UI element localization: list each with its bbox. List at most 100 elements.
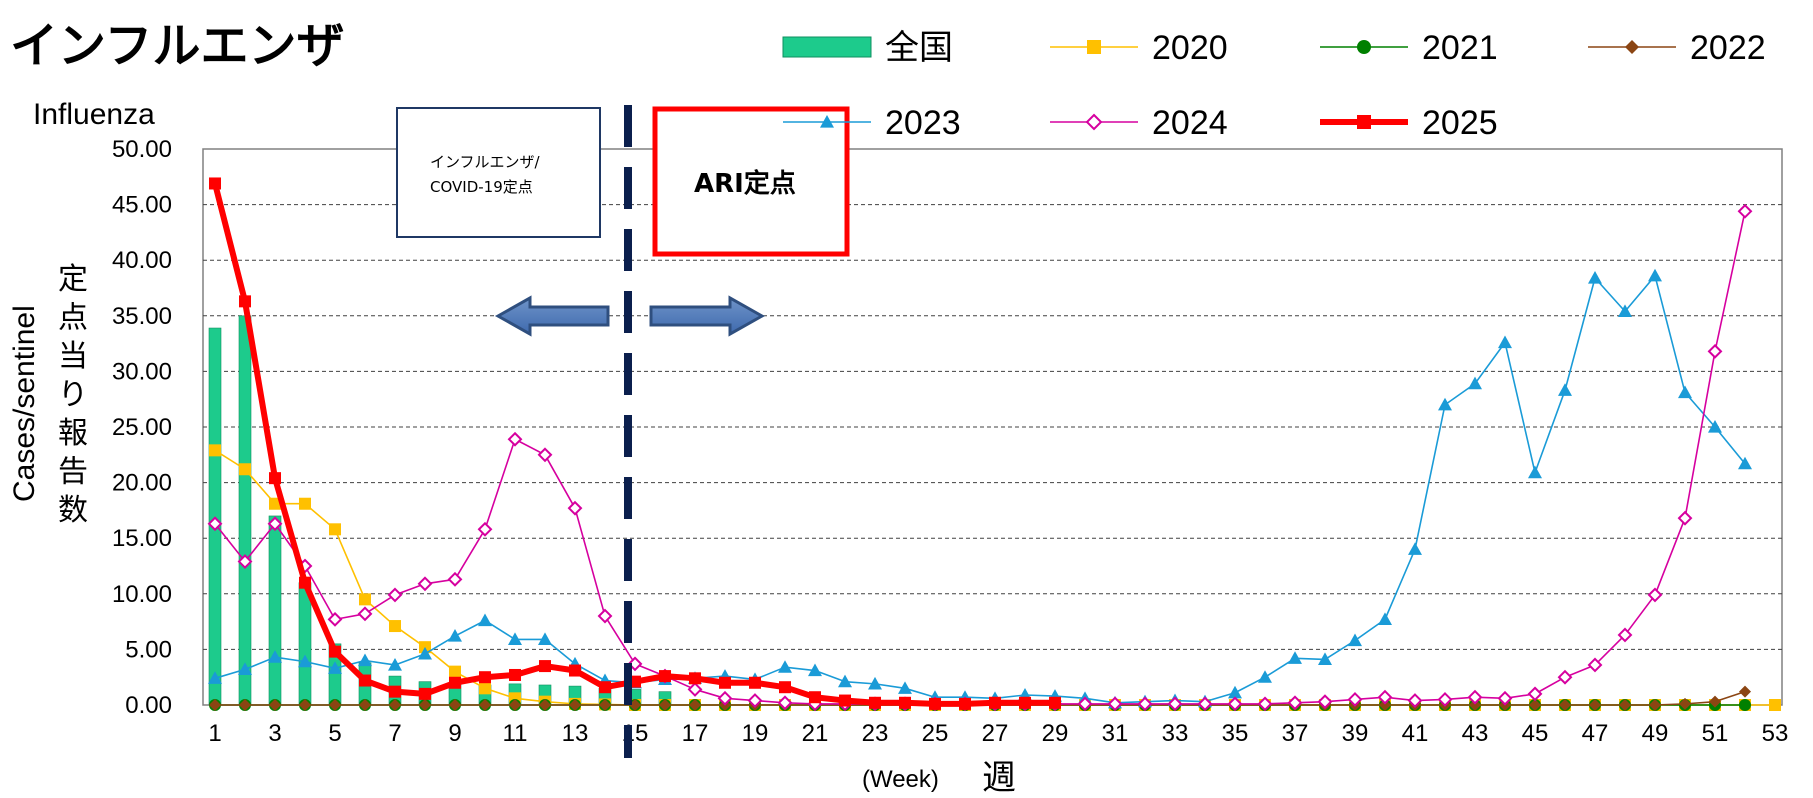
x-tick-label: 31 bbox=[1102, 720, 1129, 747]
x-tick-label: 7 bbox=[388, 720, 401, 747]
y-tick-label: 30.00 bbox=[112, 358, 172, 385]
point-2023 bbox=[1408, 542, 1422, 555]
point-2024 bbox=[447, 571, 463, 587]
point-2025 bbox=[209, 177, 221, 190]
point-2022 bbox=[1379, 699, 1391, 711]
point-2022 bbox=[599, 699, 611, 711]
x-tick-label: 23 bbox=[862, 720, 889, 747]
point-2023 bbox=[1618, 304, 1632, 317]
point-2023 bbox=[208, 671, 222, 684]
point-2024 bbox=[1467, 689, 1483, 705]
point-2020 bbox=[449, 665, 461, 678]
x-tick-label: 1 bbox=[208, 720, 221, 747]
y-axis-label-jp-char: り bbox=[58, 378, 88, 413]
series-2025 bbox=[209, 177, 1061, 710]
series-2023 bbox=[208, 268, 1752, 709]
point-2024 bbox=[1347, 692, 1363, 707]
point-2023 bbox=[1318, 652, 1332, 666]
point-2025 bbox=[569, 664, 581, 677]
point-2020 bbox=[329, 523, 341, 536]
line-series-layer bbox=[207, 177, 1781, 712]
bar-series-layer bbox=[208, 315, 672, 706]
x-tick-label: 29 bbox=[1042, 720, 1069, 747]
legend-label: 2021 bbox=[1422, 29, 1498, 67]
legend-item-2021: 2021 bbox=[1320, 29, 1498, 67]
y-axis-label-jp-char: 当 bbox=[58, 339, 88, 374]
point-2024 bbox=[387, 587, 403, 603]
y-tick-label: 20.00 bbox=[112, 470, 172, 497]
bar-zenkoku bbox=[298, 582, 312, 706]
legend-label: 2022 bbox=[1690, 29, 1766, 67]
point-2024 bbox=[1287, 695, 1303, 711]
bar-zenkoku bbox=[268, 515, 282, 706]
point-2023 bbox=[1258, 670, 1272, 683]
point-2025 bbox=[659, 670, 671, 683]
point-2024 bbox=[1317, 694, 1333, 710]
x-tick-label: 21 bbox=[802, 720, 829, 747]
point-2024 bbox=[1617, 627, 1633, 643]
point-2024 bbox=[777, 695, 793, 711]
point-2022 bbox=[1679, 697, 1691, 710]
x-tick-label: 5 bbox=[328, 720, 341, 747]
point-2023 bbox=[418, 646, 432, 660]
point-2023 bbox=[538, 632, 552, 645]
point-2025 bbox=[449, 676, 461, 689]
point-2023 bbox=[1678, 385, 1692, 399]
point-2024 bbox=[1077, 696, 1093, 712]
annotation-box-left bbox=[396, 107, 601, 238]
point-2024 bbox=[1197, 696, 1213, 712]
point-2024 bbox=[1107, 696, 1123, 712]
series-line-2025 bbox=[212, 182, 1055, 707]
legend-item-2020: 2020 bbox=[1050, 29, 1228, 67]
point-2025 bbox=[899, 696, 911, 709]
annotation-left-line1: インフルエンザ/ bbox=[430, 153, 541, 171]
x-tick-label: 27 bbox=[982, 720, 1009, 747]
point-2025 bbox=[329, 645, 341, 658]
y-tick-label: 10.00 bbox=[112, 581, 172, 608]
x-tick-label: 51 bbox=[1702, 720, 1729, 747]
point-2020 bbox=[389, 620, 401, 633]
x-tick-label: 49 bbox=[1642, 720, 1669, 747]
x-tick-label: 17 bbox=[682, 720, 709, 747]
point-2022 bbox=[269, 699, 281, 711]
arrow-left-icon bbox=[494, 295, 610, 337]
point-2025 bbox=[1049, 696, 1061, 709]
point-2023 bbox=[868, 676, 882, 690]
legend-swatch-marker bbox=[1087, 40, 1101, 54]
point-2022 bbox=[1559, 699, 1571, 711]
point-2022 bbox=[449, 699, 461, 711]
point-2025 bbox=[779, 681, 791, 694]
point-2024 bbox=[1707, 343, 1723, 359]
point-2022 bbox=[1469, 699, 1481, 711]
point-2025 bbox=[959, 697, 971, 710]
point-2023 bbox=[1438, 397, 1452, 411]
x-tick-label: 43 bbox=[1462, 720, 1489, 747]
point-2025 bbox=[719, 676, 731, 689]
legend: 全国 2020 2021 2022 2023 2024 2025 bbox=[782, 29, 1766, 142]
point-2024 bbox=[717, 690, 733, 706]
annotation-left-line2: COVID-19定点 bbox=[430, 178, 533, 196]
point-2024 bbox=[207, 516, 223, 532]
point-2022 bbox=[1619, 699, 1631, 711]
point-2024 bbox=[1587, 657, 1603, 673]
point-2023 bbox=[1498, 335, 1512, 349]
point-2022 bbox=[239, 699, 251, 711]
series-2024 bbox=[207, 203, 1753, 712]
legend-item-2022: 2022 bbox=[1588, 29, 1766, 67]
point-2025 bbox=[359, 674, 371, 687]
point-2025 bbox=[869, 696, 881, 709]
y-tick-label: 50.00 bbox=[112, 136, 172, 163]
x-axis-label-jp: 週 bbox=[982, 758, 1016, 798]
x-tick-label: 9 bbox=[448, 720, 461, 747]
point-2022 bbox=[359, 699, 371, 711]
point-2023 bbox=[328, 661, 342, 674]
point-2024 bbox=[417, 576, 433, 592]
point-2022 bbox=[299, 699, 311, 711]
point-2024 bbox=[1227, 696, 1243, 712]
annotation-right-text: ARI定点 bbox=[694, 168, 796, 199]
point-2020 bbox=[239, 463, 251, 476]
legend-label: 2025 bbox=[1422, 104, 1498, 142]
point-2024 bbox=[567, 500, 583, 516]
